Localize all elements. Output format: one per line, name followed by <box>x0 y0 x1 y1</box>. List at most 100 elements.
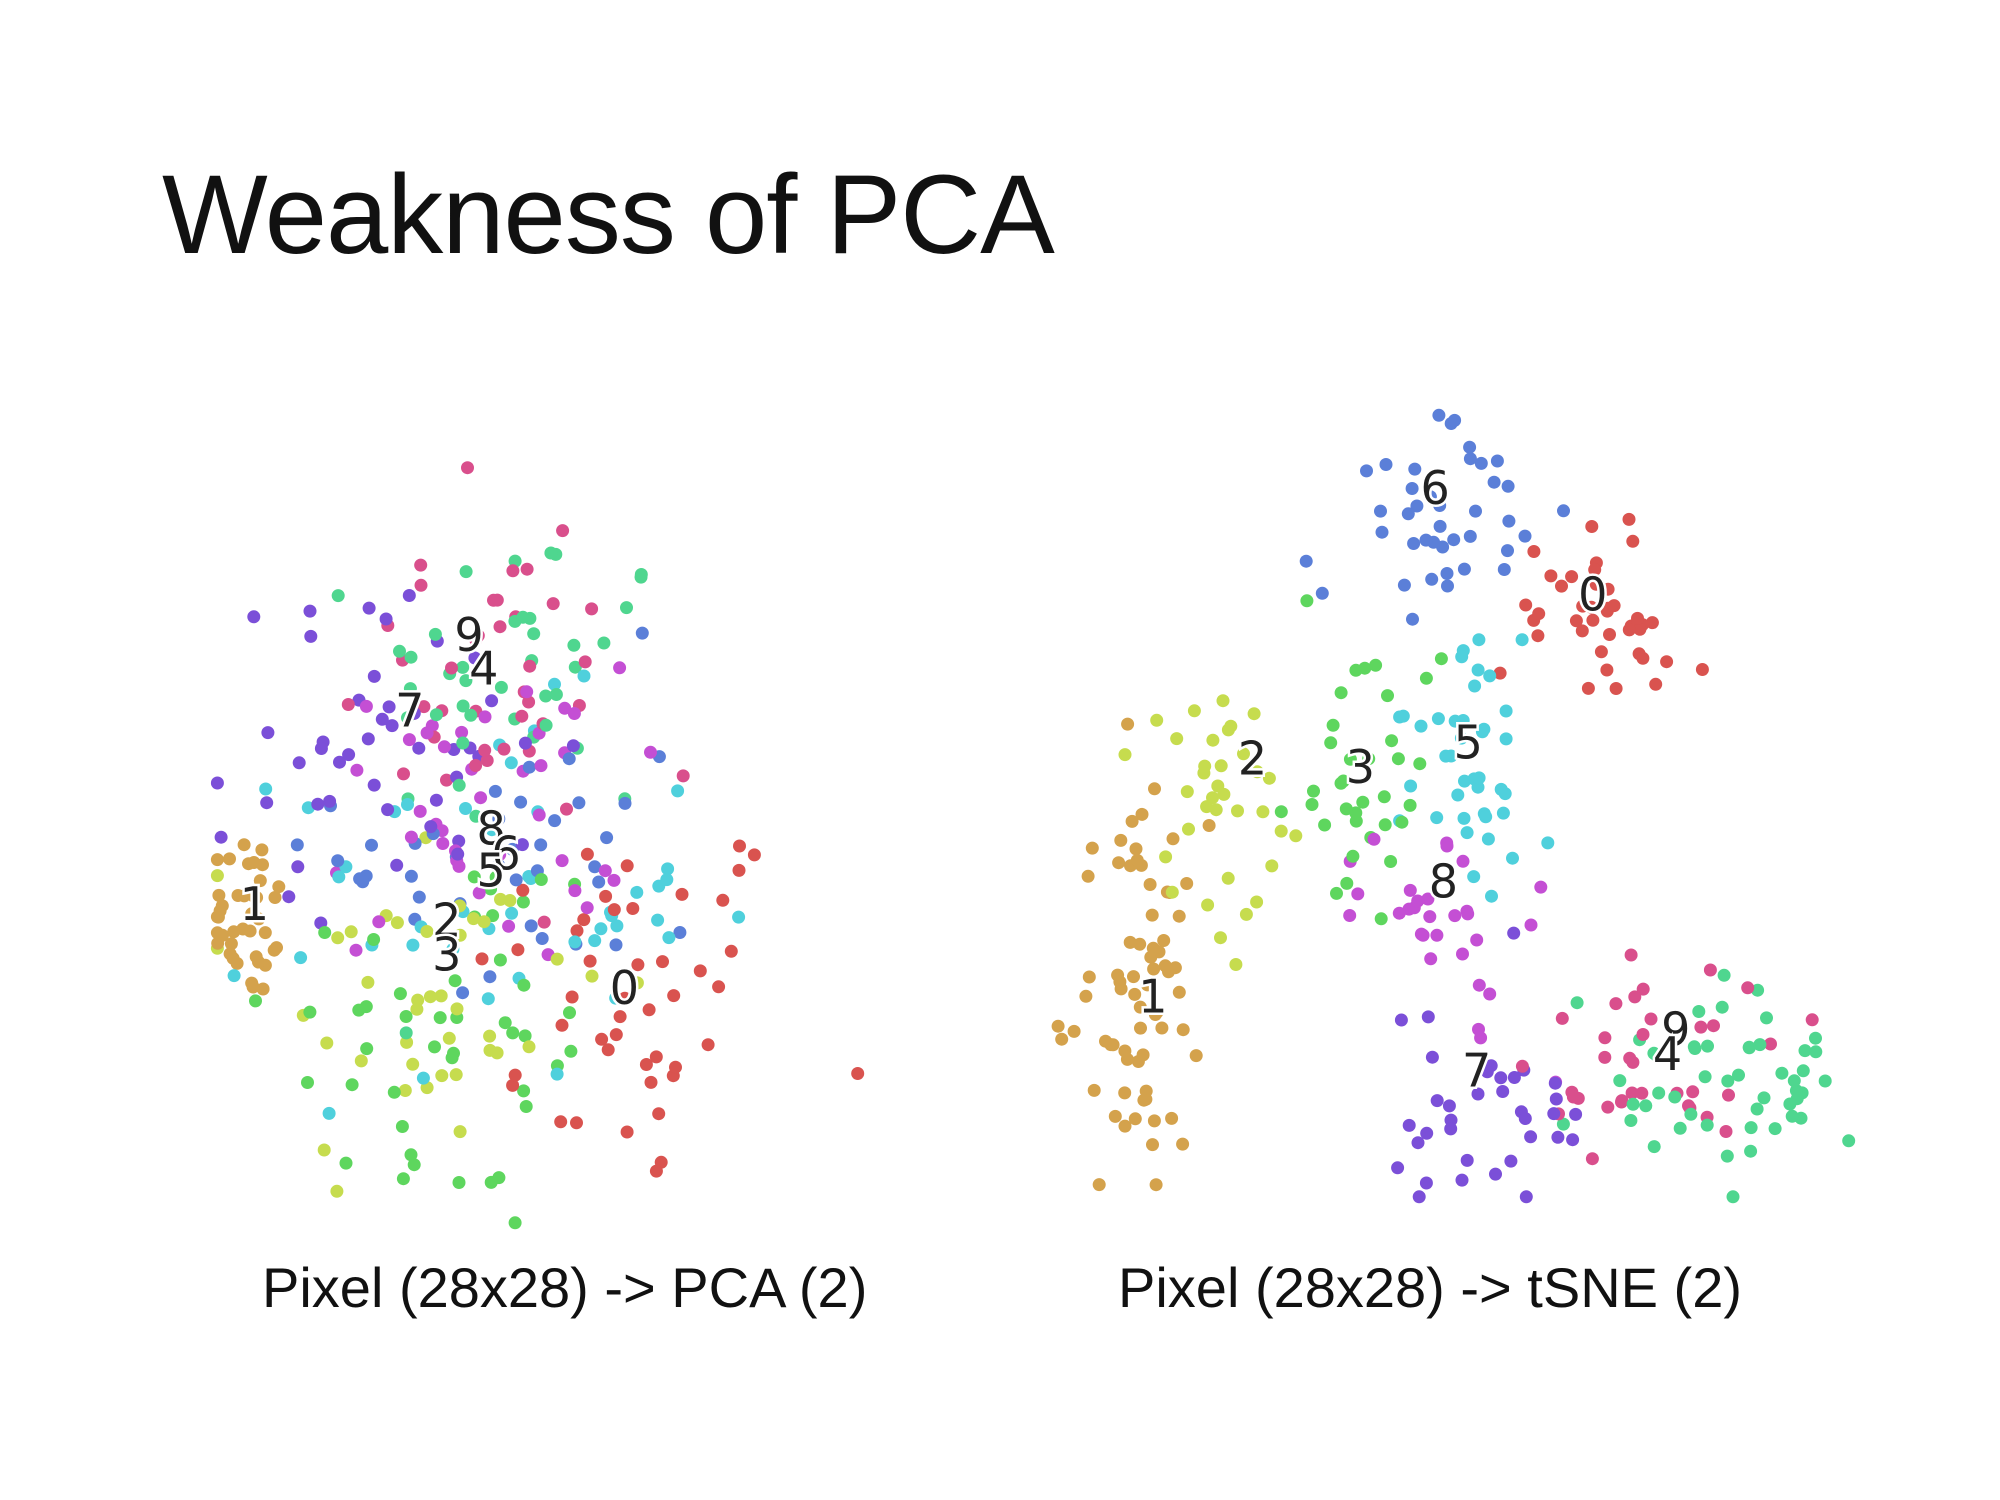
scatter-point-digit-2 <box>1250 895 1264 909</box>
scatter-point-digit-3 <box>1419 671 1433 685</box>
scatter-point-digit-2 <box>453 899 467 913</box>
scatter-point-digit-0 <box>1531 629 1545 643</box>
scatter-point-digit-8 <box>567 707 581 720</box>
scatter-point-digit-3 <box>564 1044 578 1058</box>
scatter-point-digit-2 <box>1118 748 1132 762</box>
scatter-point-digit-1 <box>1157 934 1171 947</box>
scatter-point-digit-3 <box>1378 818 1392 832</box>
scatter-point-digit-0 <box>1633 622 1647 636</box>
scatter-point-digit-7 <box>1489 1167 1502 1181</box>
scatter-point-digit-1 <box>237 838 251 852</box>
scatter-point-digit-7 <box>367 669 381 683</box>
scatter-point-digit-5 <box>548 677 561 691</box>
scatter-point-digit-0 <box>639 1058 653 1071</box>
scatter-point-digit-4 <box>1809 1031 1822 1045</box>
scatter-point-digit-0 <box>1581 681 1595 695</box>
scatter-point-digit-6 <box>1497 563 1511 576</box>
scatter-point-digit-0 <box>508 1068 522 1082</box>
scatter-point-digit-6 <box>1433 519 1447 533</box>
scatter-point-digit-1 <box>210 926 224 940</box>
scatter-point-digit-0 <box>1609 682 1623 695</box>
scatter-point-digit-9 <box>506 564 520 578</box>
scatter-point-digit-3 <box>1362 752 1376 766</box>
scatter-point-digit-5 <box>1541 836 1555 850</box>
scatter-point-digit-6 <box>1397 578 1411 592</box>
scatter-point-digit-6 <box>1501 544 1514 558</box>
scatter-point-digit-4 <box>539 718 553 732</box>
scatter-point-digit-8 <box>1440 836 1454 850</box>
scatter-point-digit-1 <box>1118 1086 1132 1100</box>
scatter-point-digit-3 <box>447 1046 460 1060</box>
scatter-point-digit-8 <box>1403 883 1417 897</box>
scatter-point-digit-9 <box>1555 1011 1569 1025</box>
scatter-point-digit-7 <box>1420 1126 1434 1140</box>
scatter-point-digit-7 <box>1419 1176 1433 1190</box>
scatter-point-digit-1 <box>1079 989 1093 1003</box>
scatter-point-digit-6 <box>1407 537 1421 550</box>
cluster-label-3: 3 <box>1346 740 1375 794</box>
scatter-point-digit-7 <box>314 742 328 755</box>
scatter-point-digit-9 <box>1741 981 1755 995</box>
cluster-label-7: 7 <box>1462 1043 1491 1097</box>
scatter-point-digit-1 <box>1051 1019 1065 1033</box>
scatter-point-digit-1 <box>1202 819 1216 832</box>
scatter-point-digit-1 <box>1148 782 1161 796</box>
scatter-point-digit-7 <box>1471 1087 1485 1101</box>
scatter-point-digit-9 <box>1722 1088 1735 1102</box>
scatter-point-digit-8 <box>568 884 582 898</box>
scatter-point-digit-1 <box>1147 962 1161 976</box>
scatter-point-digit-3 <box>484 1175 498 1189</box>
scatter-point-digit-1 <box>1134 1021 1147 1035</box>
scatter-point-digit-3 <box>1413 757 1427 771</box>
scatter-point-digit-3 <box>484 882 498 896</box>
scatter-point-digit-4 <box>1684 1107 1698 1121</box>
scatter-point-digit-1 <box>246 889 260 903</box>
scatter-point-digit-4 <box>1732 1068 1745 1082</box>
scatter-point-digit-0 <box>1527 545 1541 558</box>
scatter-point-digit-3 <box>345 1078 359 1092</box>
scatter-point-digit-3 <box>563 1006 576 1020</box>
scatter-point-digit-2 <box>490 1046 504 1060</box>
scatter-point-digit-5 <box>259 782 273 796</box>
cluster-label-9: 9 <box>1661 1002 1690 1056</box>
scatter-point-digit-7 <box>291 860 305 874</box>
cluster-label-5: 5 <box>477 843 506 897</box>
scatter-point-digit-7 <box>1504 1154 1518 1168</box>
scatter-point-digit-7 <box>412 741 426 755</box>
scatter-point-digit-2 <box>1274 824 1288 838</box>
scatter-point-digit-0 <box>693 964 707 978</box>
scatter-point-digit-6 <box>505 842 519 856</box>
scatter-point-digit-7 <box>304 629 318 643</box>
scatter-point-digit-1 <box>1180 877 1194 890</box>
scatter-point-digit-0 <box>1649 677 1663 691</box>
scatter-point-digit-0 <box>1600 663 1614 677</box>
scatter-point-digit-8 <box>1411 894 1425 908</box>
scatter-point-digit-4 <box>459 674 473 688</box>
scatter-point-digit-6 <box>1315 586 1329 600</box>
scatter-point-digit-7 <box>311 797 325 811</box>
scatter-point-digit-5 <box>505 906 519 920</box>
scatter-point-digit-3 <box>367 933 381 946</box>
scatter-point-digit-1 <box>258 926 272 940</box>
scatter-point-digit-0 <box>712 980 726 994</box>
scatter-point-digit-1 <box>1067 1024 1081 1038</box>
scatter-point-digit-1 <box>268 891 282 904</box>
scatter-point-digit-1 <box>1165 1111 1179 1125</box>
scatter-point-digit-0 <box>631 958 645 972</box>
scatter-point-digit-4 <box>1809 1045 1823 1059</box>
scatter-point-digit-3 <box>1349 663 1363 677</box>
scatter-point-digit-1 <box>230 956 244 970</box>
scatter-point-digit-3 <box>1318 818 1332 832</box>
scatter-point-digit-5 <box>1439 749 1453 763</box>
scatter-point-digit-3 <box>516 895 530 909</box>
scatter-point-digit-6 <box>1557 504 1570 518</box>
scatter-point-digit-7 <box>367 778 381 792</box>
scatter-point-digit-8 <box>1456 947 1469 961</box>
scatter-point-digit-2 <box>494 892 507 906</box>
scatter-point-digit-7 <box>1455 1173 1469 1187</box>
scatter-point-digit-0 <box>747 848 761 862</box>
scatter-point-digit-2 <box>1209 803 1223 817</box>
scatter-point-digit-9 <box>497 742 511 756</box>
scatter-point-digit-1 <box>1172 909 1186 923</box>
scatter-point-digit-6 <box>1469 504 1482 518</box>
